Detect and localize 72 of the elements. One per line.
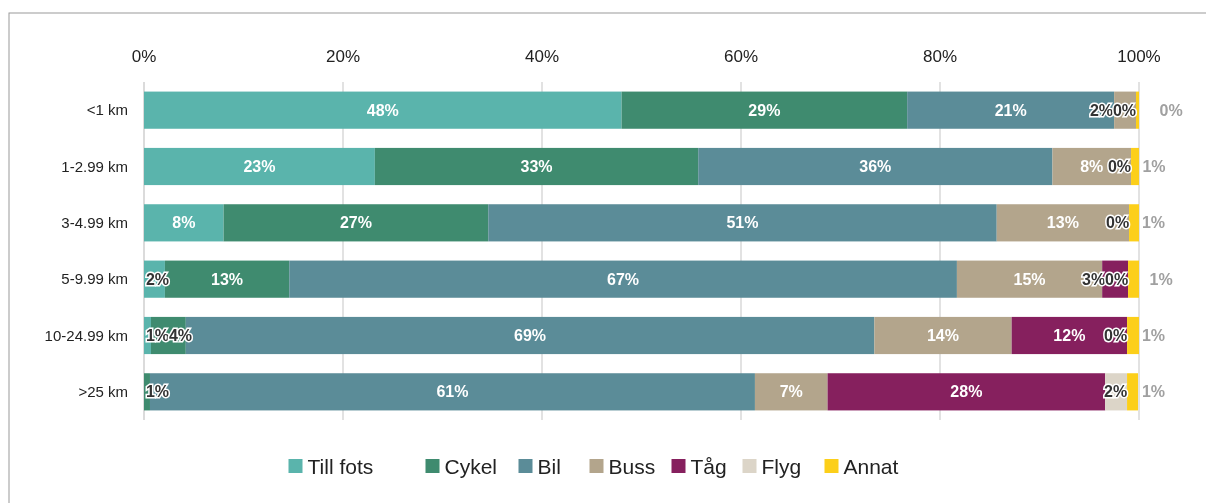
- bar: [1128, 260, 1139, 298]
- data-label: 1%: [1149, 270, 1173, 288]
- data-label: 8%: [1080, 158, 1104, 176]
- bar: [1127, 373, 1138, 411]
- data-label: 0%: [1105, 214, 1130, 232]
- legend-label: Cykel: [444, 455, 498, 479]
- data-label: 1%: [145, 383, 170, 401]
- data-label: 0%: [1104, 270, 1129, 288]
- legend-label: Tåg: [690, 455, 727, 479]
- bar: [1136, 91, 1139, 129]
- y-tick-label: >25 km: [78, 383, 128, 401]
- data-label: 28%: [950, 383, 983, 401]
- bar: [488, 204, 997, 242]
- legend-label: Bil: [537, 455, 561, 479]
- x-tick-label: 80%: [922, 47, 958, 66]
- bar: [289, 260, 957, 298]
- bar: [698, 147, 1053, 186]
- data-label: 15%: [1013, 270, 1046, 288]
- data-label: 36%: [859, 158, 892, 176]
- bar: [754, 373, 828, 411]
- legend-label: Flyg: [761, 455, 802, 479]
- data-label: 0%: [1159, 101, 1183, 119]
- data-label: 0%: [1104, 327, 1128, 345]
- bar: [144, 147, 375, 186]
- bar: [621, 91, 908, 129]
- data-label: 67%: [607, 270, 640, 288]
- data-label: 51%: [726, 214, 759, 232]
- legend-label: Till fots: [307, 455, 374, 479]
- data-label: 23%: [243, 158, 276, 176]
- y-tick-label: 5-9.99 km: [61, 270, 128, 288]
- data-label: 69%: [514, 327, 547, 345]
- data-label: 48%: [366, 101, 399, 119]
- bar: [149, 373, 755, 411]
- data-label: 1%: [1141, 214, 1166, 232]
- x-tick-label: 60%: [723, 47, 759, 66]
- data-label: 2%: [145, 270, 170, 288]
- data-label: 0%: [1107, 158, 1132, 176]
- bar: [144, 204, 224, 242]
- data-label: 12%: [1053, 327, 1086, 345]
- legend-label: Buss: [608, 455, 656, 479]
- bar: [374, 147, 699, 186]
- data-label: 1%: [1142, 158, 1166, 176]
- x-tick-label: 40%: [524, 47, 560, 66]
- data-label: 14%: [926, 327, 959, 345]
- data-label: 33%: [520, 158, 553, 176]
- data-label: 61%: [436, 383, 469, 401]
- y-tick-label: 10-24.99 km: [44, 326, 128, 344]
- data-label: 7%: [779, 383, 803, 401]
- data-label: 29%: [748, 101, 781, 119]
- legend-label: Annat: [843, 455, 899, 479]
- data-label: 13%: [1046, 214, 1079, 232]
- y-tick-label: <1 km: [86, 101, 128, 119]
- data-label: 21%: [994, 101, 1027, 119]
- bar: [1129, 204, 1139, 242]
- data-label: 4%: [168, 327, 193, 345]
- bar: [223, 204, 489, 242]
- bar: [1127, 316, 1139, 355]
- y-tick-label: 1-2.99 km: [61, 157, 128, 175]
- x-tick-label: 100%: [1117, 47, 1161, 66]
- data-label: 13%: [211, 270, 244, 288]
- bar: [1131, 147, 1139, 186]
- data-label: 2%: [1089, 101, 1114, 119]
- data-label: 1%: [1141, 383, 1166, 401]
- x-tick-label: 20%: [325, 47, 361, 66]
- data-label: 8%: [172, 214, 196, 232]
- data-label: 27%: [339, 214, 372, 232]
- y-tick-label: 3-4.99 km: [61, 214, 128, 232]
- bar: [827, 373, 1106, 411]
- bar: [874, 316, 1012, 355]
- x-tick-label: 0%: [131, 47, 157, 66]
- bar: [144, 91, 622, 129]
- data-label: 1%: [1141, 327, 1166, 345]
